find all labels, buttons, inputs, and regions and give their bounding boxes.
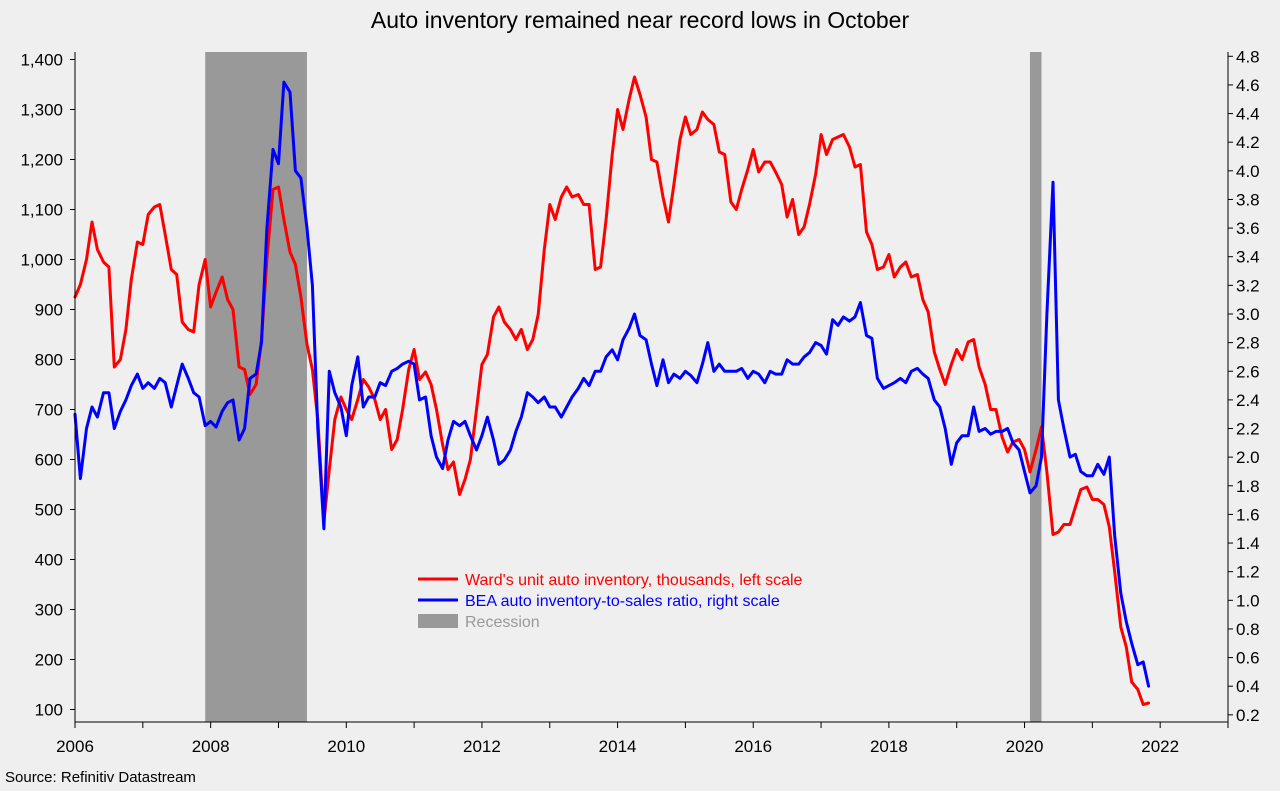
x-tick-label: 2018 (870, 737, 908, 756)
right-tick-label: 1.2 (1236, 563, 1260, 582)
left-tick-label: 1,400 (20, 51, 63, 70)
left-tick-label: 1,100 (20, 201, 63, 220)
right-tick-label: 1.4 (1236, 534, 1260, 553)
left-tick-label: 200 (35, 651, 63, 670)
right-tick-label: 3.8 (1236, 190, 1260, 209)
right-tick-label: 4.6 (1236, 76, 1260, 95)
right-tick-label: 0.4 (1236, 677, 1260, 696)
left-tick-label: 1,000 (20, 251, 63, 270)
right-axis: 0.2 0.4 0.6 0.8 1.0 1.2 1.4 1.6 1.8 2.0 2.2 2.4 2.6 2… (1228, 47, 1260, 725)
x-tick-label: 2008 (192, 737, 230, 756)
left-tick-label: 900 (35, 301, 63, 320)
x-tick-label: 2006 (56, 737, 94, 756)
left-tick-label: 100 (35, 701, 63, 720)
recession-band-1 (1029, 52, 1042, 722)
right-tick-label: 2.6 (1236, 362, 1260, 381)
legend-label: Ward's unit auto inventory, thousands, l… (465, 572, 803, 589)
left-tick-label: 1,200 (20, 151, 63, 170)
right-tick-label: 1.0 (1236, 591, 1260, 610)
right-tick-label: 3.2 (1236, 276, 1260, 295)
recession-bands (205, 52, 1042, 722)
right-tick-label: 2.2 (1236, 420, 1260, 439)
right-tick-label: 0.6 (1236, 649, 1260, 668)
x-tick-label: 2016 (734, 737, 772, 756)
left-tick-label: 800 (35, 351, 63, 370)
left-axis: 100 200 300 400 500 600 700 800 900 1,000 1,100 1,2… (20, 51, 75, 720)
x-tick-label: 2010 (327, 737, 365, 756)
right-tick-label: 3.0 (1236, 305, 1260, 324)
right-tick-label: 0.2 (1236, 706, 1260, 725)
right-tick-label: 4.2 (1236, 133, 1260, 152)
source-note: Source: Refinitiv Datastream (5, 769, 196, 786)
right-tick-label: 2.0 (1236, 448, 1260, 467)
right-tick-label: 3.6 (1236, 219, 1260, 238)
left-tick-label: 400 (35, 551, 63, 570)
legend-label: Recession (465, 614, 540, 631)
right-tick-label: 3.4 (1236, 248, 1260, 267)
left-tick-label: 1,300 (20, 101, 63, 120)
x-tick-label: 2020 (1006, 737, 1044, 756)
x-tick-label: 2014 (599, 737, 637, 756)
x-tick-label: 2012 (463, 737, 501, 756)
right-tick-label: 4.8 (1236, 47, 1260, 66)
series-line-bea-ratio (73, 80, 1151, 688)
right-tick-label: 1.6 (1236, 505, 1260, 524)
x-tick-label: 2022 (1141, 737, 1179, 756)
legend-label: BEA auto inventory-to-sales ratio, right… (465, 593, 780, 610)
right-tick-label: 4.0 (1236, 162, 1260, 181)
right-tick-label: 2.8 (1236, 334, 1260, 353)
left-tick-label: 500 (35, 501, 63, 520)
series-layer (73, 75, 1151, 706)
left-tick-label: 300 (35, 601, 63, 620)
series-line-wards-inventory (73, 75, 1151, 706)
plot-frame (74, 52, 1229, 723)
x-axis: 2006 2008 2010 2012 2014 2016 2018 2020 2022 (56, 722, 1229, 756)
legend-swatch-recession (418, 614, 458, 628)
right-tick-label: 4.4 (1236, 105, 1260, 124)
right-tick-label: 2.4 (1236, 391, 1260, 410)
left-tick-label: 700 (35, 401, 63, 420)
left-tick-label: 600 (35, 451, 63, 470)
right-tick-label: 1.8 (1236, 477, 1260, 496)
right-tick-label: 0.8 (1236, 620, 1260, 639)
chart-title: Auto inventory remained near record lows… (371, 7, 910, 33)
legend: Ward's unit auto inventory, thousands, l… (418, 572, 803, 631)
